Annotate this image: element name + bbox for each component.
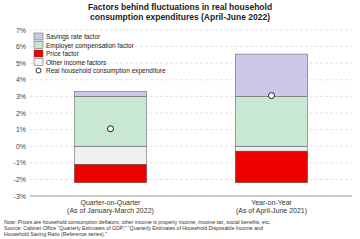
bar-segment [235,146,307,151]
text-line: (As of April-June 2021) [236,207,307,215]
point-marker [108,126,114,132]
grid-line [30,30,352,31]
y-tick-label: -1% [14,159,26,166]
legend-swatch [34,42,43,49]
legend-swatch [34,33,43,40]
point-marker [269,93,275,99]
text-line: Factors behind fluctuations in real hous… [88,2,272,12]
bar-segment [74,96,146,146]
y-tick-label: 6% [16,43,26,50]
grid-line [30,196,352,197]
x-tick-label: Quarter-on-Quarter(As of January-March 2… [67,199,154,215]
chart-svg: Factors behind fluctuations in real hous… [0,0,360,239]
legend-label: Real household consumption expenditure [46,67,166,75]
legend-swatch [34,59,43,66]
note: Household Saving Ratio (Reference series… [4,231,107,237]
bar-segment [74,91,146,96]
y-tick-label: -3% [14,193,26,200]
chart-title: Factors behind fluctuations in real hous… [88,2,272,22]
bar-segment [235,151,307,183]
x-axis-line [30,196,352,197]
y-tick-label: 4% [16,76,26,83]
y-tick-label: -2% [14,176,26,183]
text-line: consumption expenditures (April-June 202… [90,12,270,22]
x-axis: Quarter-on-Quarter(As of January-March 2… [67,199,307,215]
text-line: (As of January-March 2022) [67,207,154,215]
text-line: Quarter-on-Quarter [81,199,142,207]
y-tick-label: 2% [16,110,26,117]
text-line: Year-on-Year [251,199,292,206]
y-tick-label: 0% [16,143,26,150]
legend-item: Real household consumption expenditure [36,67,166,75]
y-axis: -3% -2% -1% 0% 1% 2% 3% 4% 5% 6% 7% [14,27,26,200]
y-tick-label: 3% [16,93,26,100]
notes: Note: Prices are household consumption d… [4,219,270,237]
y-tick-label: 5% [16,60,26,67]
bar-segment [74,146,146,164]
legend-swatch [36,68,41,73]
legend-label: Savings rate factor [46,33,101,41]
bar-segment [74,164,146,182]
x-tick-label: Year-on-Year(As of April-June 2021) [236,199,307,215]
chart-container: Factors behind fluctuations in real hous… [0,0,360,239]
legend-item: Savings rate factor [34,33,101,41]
legend-item: Employer compensation factor [34,42,135,50]
legend-label: Other income factors [46,59,107,66]
legend: Savings rate factorEmployer compensation… [34,33,166,75]
y-tick-label: 1% [16,126,26,133]
y-tick-label: 7% [16,27,26,34]
legend-label: Employer compensation factor [46,42,135,50]
legend-item: Other income factors [34,59,107,66]
bar-segment [235,54,307,96]
legend-label: Price factor [46,50,80,57]
bar-segment [235,96,307,146]
grid [30,30,352,196]
legend-item: Price factor [34,50,80,57]
legend-swatch [34,50,43,57]
